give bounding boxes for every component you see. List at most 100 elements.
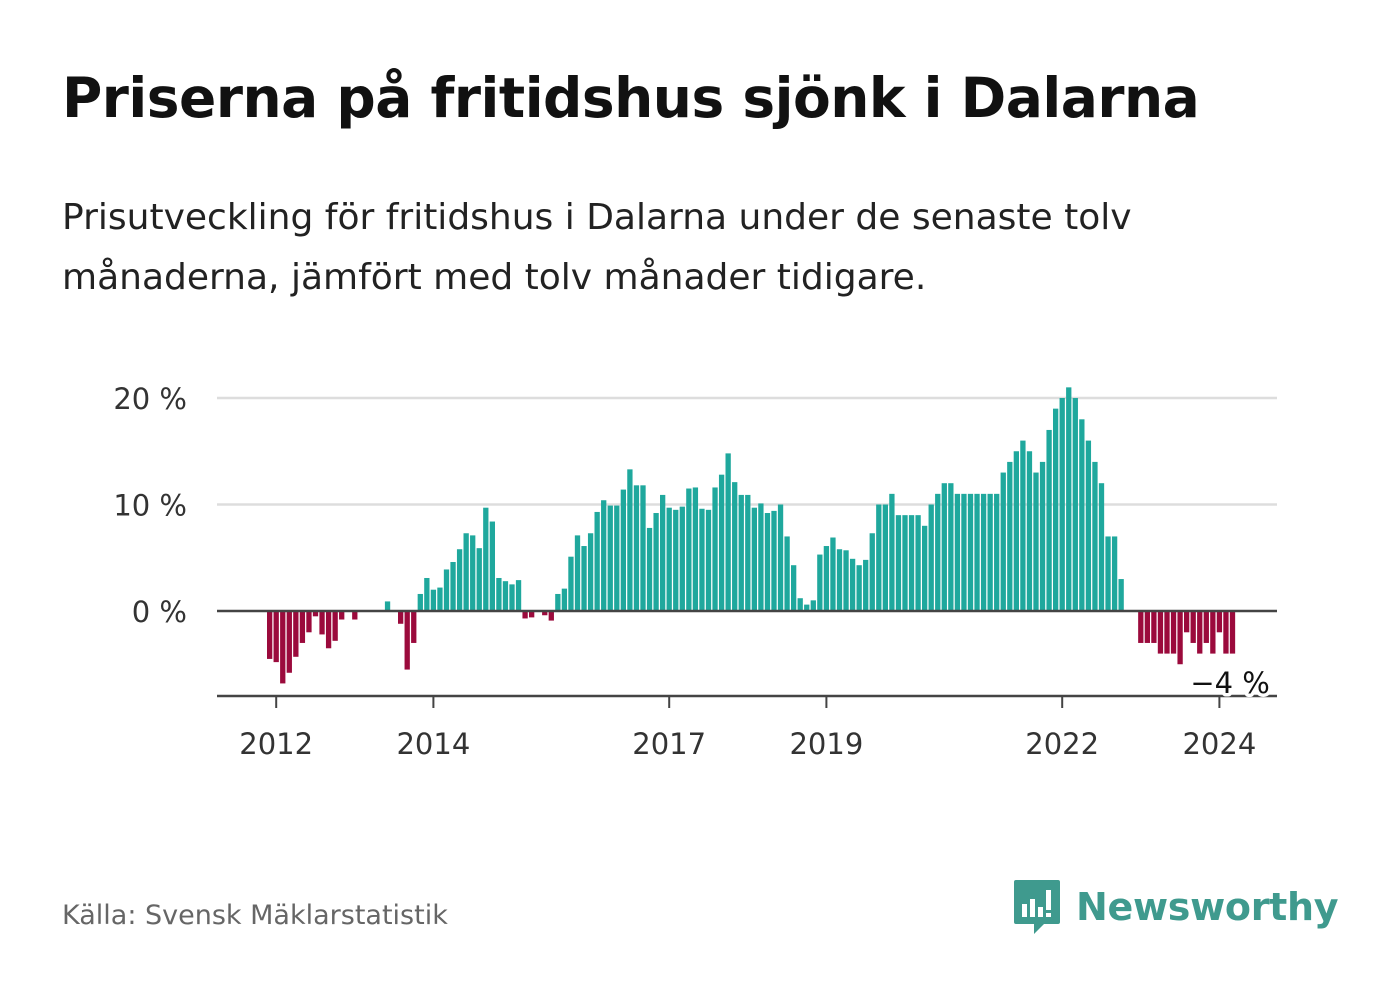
brand-logo[interactable]: Newsworthy <box>1012 878 1339 936</box>
bar <box>1046 429 1052 611</box>
y-tick-label: 20 % <box>113 382 187 416</box>
bar <box>718 474 725 611</box>
bar <box>574 535 581 611</box>
labels-layer: 0 %10 %20 %2012 2014 2017 2019 2022 2024−4 %−… <box>113 382 1273 761</box>
bar <box>817 554 823 611</box>
bar <box>502 581 509 611</box>
bar <box>424 577 430 611</box>
bar <box>882 504 888 611</box>
bar <box>974 493 980 611</box>
bar <box>443 569 450 611</box>
bar <box>398 611 404 624</box>
bar <box>1085 440 1092 611</box>
bar <box>692 487 699 611</box>
bar <box>764 513 771 611</box>
bar <box>1151 611 1157 643</box>
source-note: Källa: Svensk Mäklarstatistik <box>62 900 448 931</box>
bar <box>352 611 358 620</box>
bar <box>1092 461 1098 611</box>
bar <box>509 584 515 611</box>
bar <box>895 515 902 611</box>
brand-name: Newsworthy <box>1076 885 1339 929</box>
bar <box>771 510 777 611</box>
bar <box>293 611 299 657</box>
bar <box>384 601 391 611</box>
bar <box>745 494 751 611</box>
page-title: Priserna på fritidshus sjönk i Dalarna <box>62 66 1200 130</box>
bar <box>496 577 502 611</box>
x-tick-label: 2014 <box>396 727 470 761</box>
bar <box>404 611 410 670</box>
bar <box>1118 579 1124 611</box>
x-tick-label: 2019 <box>789 727 863 761</box>
bar <box>810 600 816 611</box>
bar <box>699 508 705 611</box>
bar <box>1053 408 1059 611</box>
grid-layer <box>217 396 1277 506</box>
bar <box>869 533 875 611</box>
bar <box>876 504 882 611</box>
bar <box>1033 472 1039 611</box>
bar <box>1210 611 1216 654</box>
page-subtitle: Prisutveckling för fritidshus i Dalarna … <box>62 197 1132 298</box>
bar <box>1066 387 1072 611</box>
bar <box>1072 398 1078 611</box>
bar <box>515 580 522 611</box>
bar <box>332 611 338 641</box>
bar <box>961 493 967 611</box>
x-tick-label: 2017 <box>632 727 706 761</box>
bar <box>456 549 463 611</box>
bar <box>967 493 974 611</box>
bar <box>1184 611 1190 633</box>
bar <box>856 565 862 611</box>
bar <box>1007 461 1013 611</box>
bar <box>928 504 934 611</box>
bar <box>417 593 423 611</box>
bar <box>463 533 469 611</box>
bars-layer <box>267 387 1236 684</box>
bar <box>1177 611 1183 665</box>
bar <box>273 611 279 663</box>
bar <box>489 521 495 611</box>
bar <box>902 515 908 611</box>
newsworthy-logo-icon <box>1014 880 1060 934</box>
bar <box>823 546 830 611</box>
bar <box>666 507 672 611</box>
bar <box>1223 611 1229 654</box>
bar <box>267 611 273 659</box>
bar <box>646 527 653 611</box>
bar <box>653 513 659 611</box>
bar <box>1111 536 1118 611</box>
bar <box>1144 611 1150 643</box>
bar <box>430 589 437 611</box>
bar <box>987 493 993 611</box>
bar <box>280 611 286 684</box>
bar <box>437 587 443 611</box>
bar <box>784 536 790 611</box>
bar <box>1190 611 1196 643</box>
bar <box>319 611 325 635</box>
bar <box>843 550 849 611</box>
last-value-label: −4 % <box>1190 666 1270 700</box>
bar <box>830 537 836 611</box>
bar <box>1020 440 1026 611</box>
bar <box>908 515 915 611</box>
last-value-label-halo: −4 % <box>1190 666 1270 700</box>
x-tick-label: 2022 <box>1025 727 1099 761</box>
bar <box>306 611 312 633</box>
bar <box>889 493 895 611</box>
bar <box>411 611 417 643</box>
bar <box>312 611 319 617</box>
bar <box>548 611 554 621</box>
bar <box>1216 611 1223 633</box>
bar <box>777 504 784 611</box>
bar <box>915 515 921 611</box>
bar <box>1000 472 1006 611</box>
axis-layer <box>217 609 1277 708</box>
bar <box>522 611 528 619</box>
bar <box>725 453 731 611</box>
bar <box>732 482 738 611</box>
bar <box>640 485 646 611</box>
y-tick-label: 10 % <box>113 489 187 523</box>
bar <box>1105 536 1111 611</box>
